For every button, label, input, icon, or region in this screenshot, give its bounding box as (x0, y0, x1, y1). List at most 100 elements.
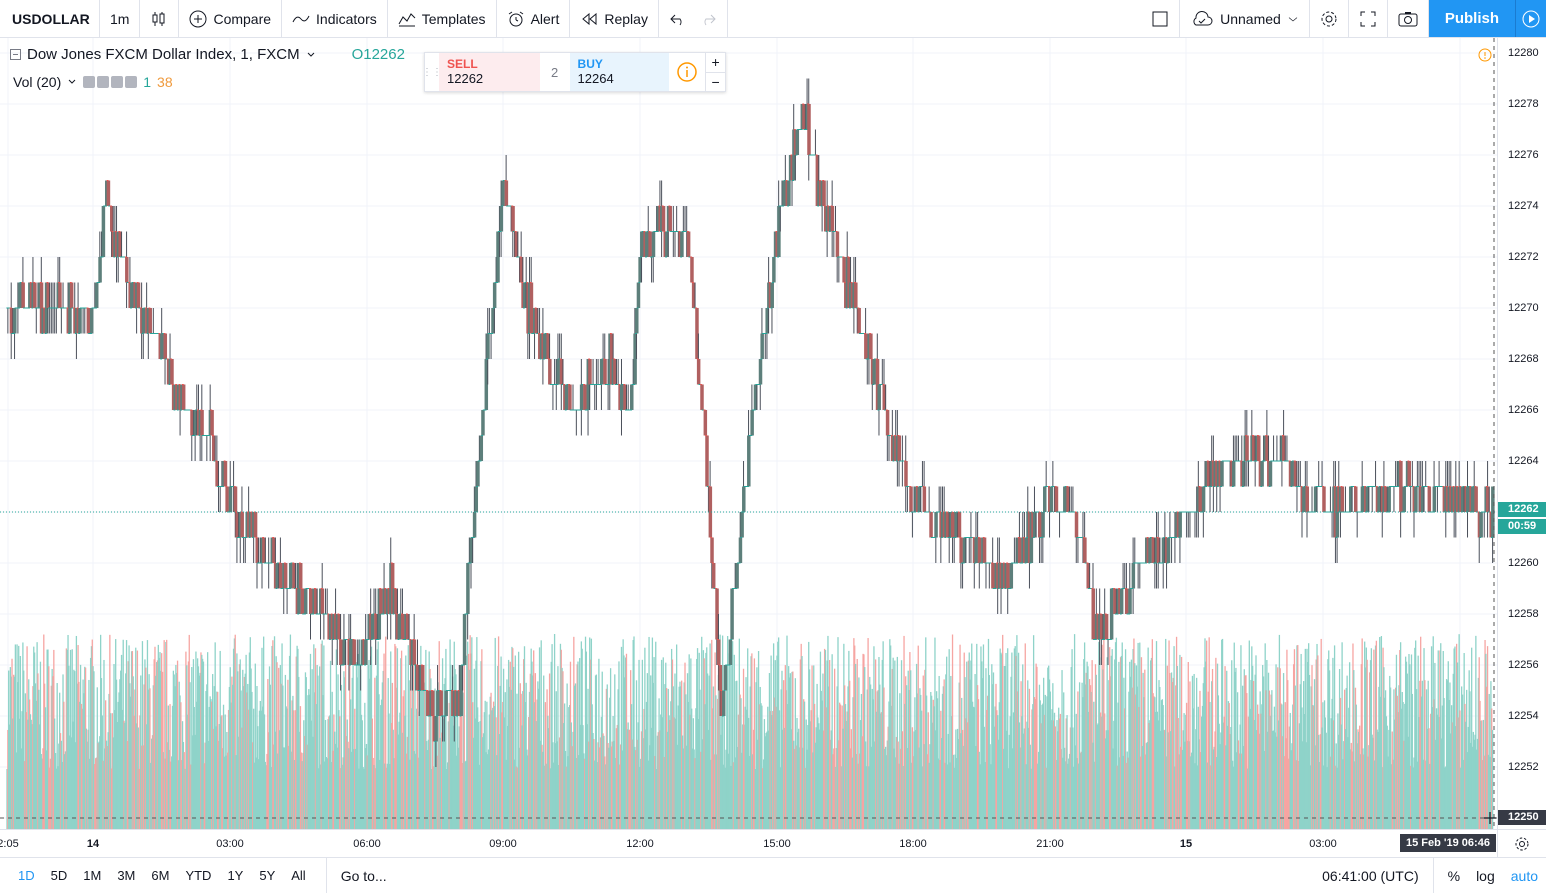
go-to-date-button[interactable]: Go to... (325, 857, 387, 893)
volume-bar (658, 698, 660, 829)
volume-bar (59, 733, 62, 829)
symbol-search-button[interactable]: USDOLLAR (0, 0, 100, 37)
eye-icon[interactable] (83, 76, 96, 88)
clock-display[interactable]: 06:41:00 (UTC) (1308, 857, 1434, 893)
settings-button[interactable] (1310, 0, 1349, 37)
range-button-ytd[interactable]: YTD (185, 868, 212, 883)
chevron-down-icon[interactable] (67, 77, 77, 87)
percent-scale-toggle[interactable]: % (1447, 867, 1461, 884)
snapshot-button[interactable] (1388, 0, 1429, 37)
volume-bar (1060, 749, 1062, 829)
volume-bar (788, 677, 791, 829)
volume-bar (940, 710, 942, 829)
volume-bar (996, 710, 998, 829)
volume-bar (1227, 701, 1230, 829)
volume-bar (849, 748, 852, 829)
undo-icon[interactable] (669, 10, 687, 28)
volume-bar (274, 731, 277, 829)
volume-bar (1373, 649, 1375, 829)
volume-bar (188, 634, 190, 829)
redo-icon[interactable] (699, 10, 717, 28)
volume-bar (535, 721, 537, 829)
candle-body (1260, 461, 1264, 487)
range-button-1y[interactable]: 1Y (227, 868, 244, 883)
range-button-1d[interactable]: 1D (18, 868, 35, 883)
volume-bar (133, 715, 135, 829)
templates-button[interactable]: Templates (388, 0, 497, 37)
plus-icon[interactable] (111, 76, 124, 88)
close-icon[interactable] (125, 76, 138, 88)
volume-bar (1459, 710, 1461, 829)
volume-bar (772, 643, 775, 829)
range-button-6m[interactable]: 6M (151, 868, 170, 883)
volume-bar (1397, 712, 1399, 829)
legend-title[interactable]: Dow Jones FXCM Dollar Index, 1, FXCM (27, 46, 300, 63)
interval-button[interactable]: 1m (100, 0, 141, 37)
volume-bar (1067, 763, 1069, 829)
volume-bar (1399, 650, 1401, 829)
chart-pane[interactable] (0, 38, 1497, 829)
volume-bar (1136, 686, 1138, 829)
price-chart[interactable] (0, 38, 1497, 829)
collapse-legend-icon[interactable] (10, 49, 21, 60)
volume-bar (1412, 767, 1414, 829)
volume-bar (1269, 715, 1271, 829)
replay-button[interactable]: Replay (570, 0, 659, 37)
volume-bar (936, 698, 939, 829)
candle-body (1041, 512, 1045, 538)
drag-handle[interactable]: ⋮⋮ (422, 66, 442, 78)
warning-icon[interactable] (1478, 48, 1492, 62)
volume-label[interactable]: Vol (20) (13, 74, 62, 90)
volume-bar (1088, 711, 1090, 829)
fullscreen-button[interactable] (1349, 0, 1388, 37)
chevron-down-icon[interactable] (306, 50, 316, 60)
volume-bar (688, 654, 690, 829)
layout-menu-button[interactable]: Unnamed (1180, 0, 1310, 37)
plus-circle-icon (189, 10, 207, 27)
volume-bar (1240, 645, 1242, 829)
volume-bar (635, 680, 638, 829)
candle-body (1128, 588, 1132, 614)
decrease-quantity-button[interactable]: − (711, 73, 720, 90)
candle-body (651, 231, 656, 257)
buy-button[interactable]: BUY 12264 (569, 53, 670, 91)
volume-bar (90, 646, 93, 829)
volume-bar (928, 762, 930, 829)
settings-icon[interactable] (97, 76, 110, 88)
alert-button[interactable]: Alert (497, 0, 571, 37)
volume-bar (153, 659, 155, 829)
volume-bar (329, 715, 331, 829)
volume-bar (868, 766, 870, 829)
chart-style-button[interactable] (140, 0, 180, 37)
volume-bar (405, 753, 408, 829)
volume-bar (1296, 645, 1298, 829)
range-button-all[interactable]: All (291, 868, 306, 883)
price-axis[interactable]: 12280 12278 12276 12274 12272 12270 12268 12266… (1478, 38, 1546, 829)
indicators-button[interactable]: Indicators (282, 0, 388, 37)
volume-bar (89, 758, 91, 829)
range-button-5d[interactable]: 5D (50, 868, 68, 883)
volume-bar (652, 682, 654, 829)
publish-button[interactable]: Publish (1428, 0, 1516, 37)
volume-bar (851, 757, 853, 829)
auto-scale-toggle[interactable]: auto (1510, 867, 1538, 884)
log-scale-toggle[interactable]: log (1476, 867, 1495, 884)
time-axis[interactable]: 2:05 14 03:00 06:00 09:00 12:00 15:00 18:00 21:0… (0, 829, 1497, 857)
fullscreen-mode-button[interactable] (1141, 0, 1181, 37)
quantity-field[interactable]: 2 (550, 64, 559, 80)
volume-bar (1171, 682, 1174, 829)
info-button[interactable] (669, 53, 705, 91)
range-button-3m[interactable]: 3M (117, 868, 136, 883)
volume-bar (1427, 680, 1429, 829)
candle-body (253, 512, 258, 538)
volume-bar (1342, 759, 1344, 829)
compare-button[interactable]: Compare (179, 0, 283, 37)
publish-play-button[interactable] (1516, 0, 1546, 37)
volume-bar (232, 684, 234, 829)
axis-settings-button[interactable] (1497, 829, 1546, 857)
range-button-1m[interactable]: 1M (83, 868, 102, 883)
range-button-5y[interactable]: 5Y (259, 868, 276, 883)
increase-quantity-button[interactable]: + (706, 53, 725, 73)
volume-bar (1158, 680, 1160, 829)
sell-button[interactable]: SELL 12262 (439, 53, 540, 91)
